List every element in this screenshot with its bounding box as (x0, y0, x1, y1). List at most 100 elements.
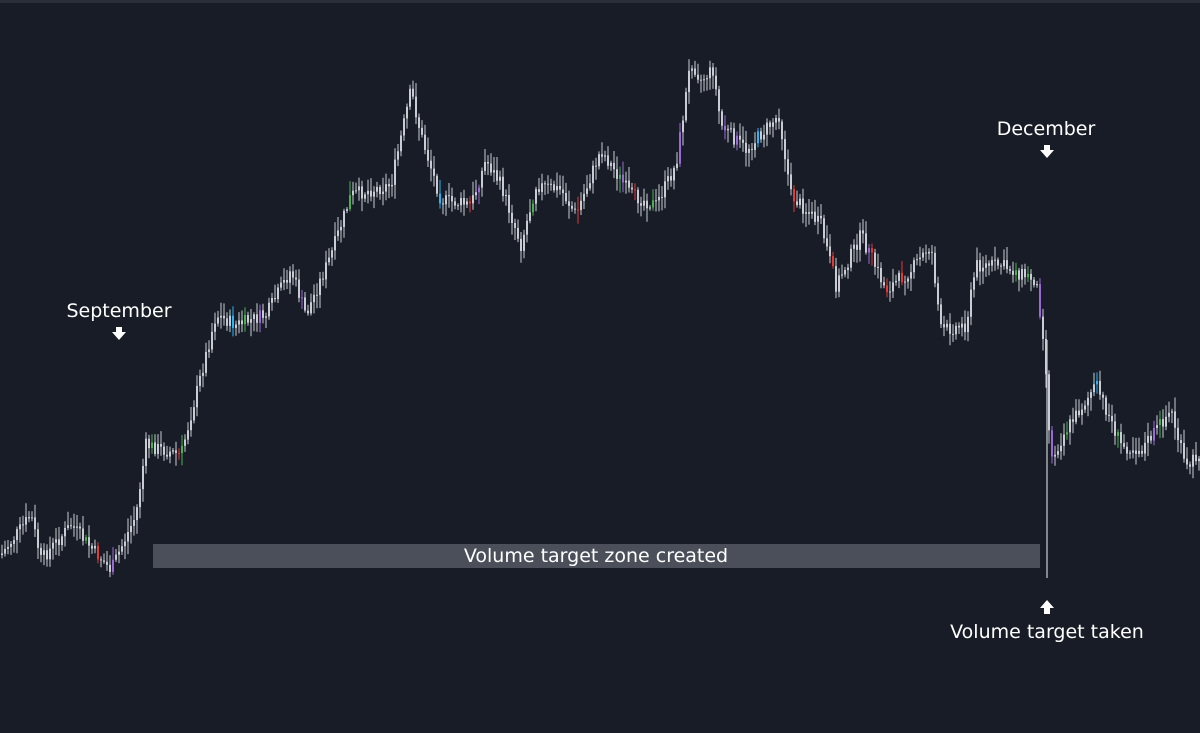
candle-body (997, 259, 999, 266)
candle-body (745, 142, 747, 153)
candle-body (832, 256, 834, 267)
candle-body (697, 74, 699, 80)
candle-body (1018, 270, 1020, 280)
candle-body (1198, 458, 1200, 462)
candle-body (1177, 427, 1179, 441)
candle-body (82, 528, 84, 541)
candle-body (1081, 409, 1083, 415)
candle-body (1120, 432, 1122, 444)
candle-body (991, 260, 993, 266)
candle-body (562, 189, 564, 194)
candle-body (337, 230, 339, 237)
candle-body (625, 180, 627, 183)
candle-body (775, 118, 777, 123)
candle-body (88, 537, 90, 546)
candle-body (277, 287, 279, 300)
candle-body (97, 545, 99, 560)
candle-body (772, 122, 774, 127)
candle-body (511, 212, 513, 223)
candle-body (712, 67, 714, 76)
candle-body (1024, 269, 1026, 278)
candle-body (751, 148, 753, 150)
candle-body (295, 277, 297, 280)
candle-body (10, 543, 12, 547)
candle-body (1093, 384, 1095, 393)
candle-body (334, 236, 336, 251)
candle-body (445, 195, 447, 205)
candle-body (682, 120, 684, 133)
december-label: December (997, 118, 1096, 140)
candle-body (541, 183, 543, 192)
candle-body (922, 252, 924, 258)
candle-body (1003, 260, 1005, 267)
candle-body (274, 298, 276, 300)
candle-body (442, 203, 444, 205)
down-arrow-icon (112, 327, 126, 340)
candle-body (862, 230, 864, 234)
candle-body (127, 532, 129, 542)
candle-body (319, 278, 321, 296)
candle-body (340, 226, 342, 231)
candle-body (649, 207, 651, 209)
candle-body (739, 135, 741, 140)
candle-body (373, 191, 375, 197)
candle-body (409, 88, 411, 107)
candle-body (1066, 432, 1068, 435)
candle-body (454, 201, 456, 206)
candle-body (718, 89, 720, 112)
candle-body (778, 118, 780, 122)
candle-body (1054, 454, 1056, 457)
candle-body (154, 442, 156, 454)
candle-body (706, 78, 708, 80)
candle-body (325, 262, 327, 280)
candle-body (106, 561, 108, 565)
candle-body (1147, 435, 1149, 443)
candle-body (67, 525, 69, 528)
candle-body (1171, 411, 1173, 413)
candle-body (1063, 434, 1065, 446)
candle-body (847, 267, 849, 271)
candle-body (1015, 270, 1017, 275)
candle-body (652, 200, 654, 208)
candle-body (964, 323, 966, 333)
candle-body (559, 186, 561, 190)
candle-body (412, 88, 414, 97)
candle-body (376, 186, 378, 192)
candle-body (226, 318, 228, 326)
candle-body (1057, 451, 1059, 455)
candle-body (784, 139, 786, 160)
candle-body (565, 193, 567, 202)
candle-body (40, 547, 42, 555)
candle-body (166, 454, 168, 457)
candle-body (385, 184, 387, 192)
candle-body (790, 174, 792, 190)
candle-body (688, 70, 690, 93)
top-border (0, 0, 1200, 3)
candle-body (400, 135, 402, 152)
candle-body (244, 315, 246, 325)
candle-body (721, 111, 723, 126)
candle-body (109, 564, 111, 572)
candle-body (466, 201, 468, 205)
candle-body (184, 439, 186, 446)
candle-body (181, 445, 183, 454)
candle-body (139, 489, 141, 508)
candle-body (1159, 419, 1161, 425)
candle-body (79, 526, 81, 529)
candle-body (1027, 273, 1029, 278)
candle-body (208, 349, 210, 352)
candle-body (973, 277, 975, 290)
volume-target-taken-label: Volume target taken (950, 621, 1144, 643)
candle-body (25, 517, 27, 525)
candles-group (1, 59, 1200, 578)
candle-body (223, 315, 225, 319)
candle-body (13, 540, 15, 544)
candle-body (463, 198, 465, 205)
candle-body (331, 250, 333, 258)
candle-body (958, 325, 960, 328)
candle-body (667, 176, 669, 182)
candle-body (967, 316, 969, 333)
candle-body (289, 271, 291, 283)
candle-body (604, 155, 606, 157)
candle-body (1021, 269, 1023, 280)
